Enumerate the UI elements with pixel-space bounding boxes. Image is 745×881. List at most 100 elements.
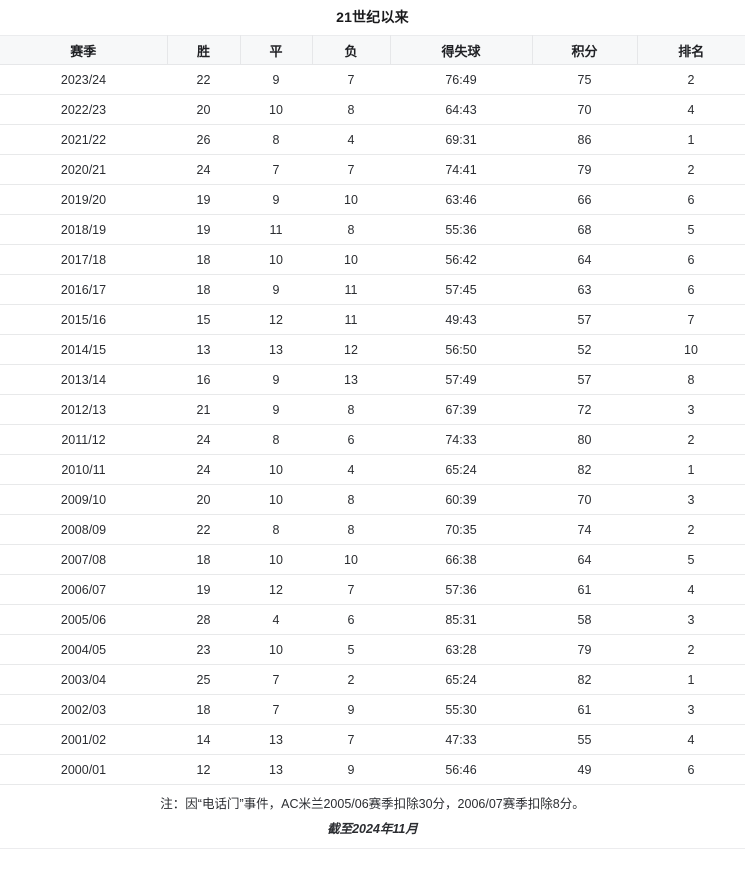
cell-win: 21 bbox=[167, 394, 240, 425]
cell-draw: 4 bbox=[240, 604, 312, 635]
cell-points: 70 bbox=[532, 484, 637, 515]
table-body: 2023/24 22 9 7 76:49 75 2 2022/23 20 10 8 64:43 70 4 2… bbox=[0, 64, 745, 785]
cell-win: 19 bbox=[167, 214, 240, 245]
table-row: 2020/21 24 7 7 74:41 79 2 bbox=[0, 154, 745, 185]
cell-loss: 8 bbox=[312, 514, 390, 545]
cell-goals: 70:35 bbox=[390, 514, 532, 545]
cell-goals: 56:46 bbox=[390, 754, 532, 785]
cell-season: 2018/19 bbox=[0, 214, 167, 245]
cell-season: 2006/07 bbox=[0, 574, 167, 605]
cell-loss: 10 bbox=[312, 184, 390, 215]
cell-points: 61 bbox=[532, 574, 637, 605]
cell-win: 23 bbox=[167, 634, 240, 665]
cell-points: 66 bbox=[532, 184, 637, 215]
cell-loss: 7 bbox=[312, 154, 390, 185]
cell-rank: 4 bbox=[637, 94, 745, 125]
cell-loss: 8 bbox=[312, 214, 390, 245]
cell-win: 28 bbox=[167, 604, 240, 635]
cell-rank: 4 bbox=[637, 574, 745, 605]
table-row: 2015/16 15 12 11 49:43 57 7 bbox=[0, 304, 745, 335]
cell-goals: 57:36 bbox=[390, 574, 532, 605]
cell-loss: 8 bbox=[312, 394, 390, 425]
cell-points: 68 bbox=[532, 214, 637, 245]
cell-win: 15 bbox=[167, 304, 240, 335]
cell-loss: 11 bbox=[312, 304, 390, 335]
cell-goals: 76:49 bbox=[390, 64, 532, 95]
table-row: 2001/02 14 13 7 47:33 55 4 bbox=[0, 724, 745, 755]
cell-goals: 69:31 bbox=[390, 124, 532, 155]
cell-goals: 56:42 bbox=[390, 244, 532, 275]
cell-season: 2012/13 bbox=[0, 394, 167, 425]
table-row: 2002/03 18 7 9 55:30 61 3 bbox=[0, 694, 745, 725]
cell-goals: 56:50 bbox=[390, 334, 532, 365]
cell-points: 57 bbox=[532, 304, 637, 335]
bottom-divider bbox=[0, 848, 745, 849]
cell-rank: 10 bbox=[637, 334, 745, 365]
cell-goals: 65:24 bbox=[390, 454, 532, 485]
cell-points: 49 bbox=[532, 754, 637, 785]
cell-season: 2016/17 bbox=[0, 274, 167, 305]
column-header-win: 胜 bbox=[167, 35, 241, 65]
cell-draw: 7 bbox=[240, 664, 312, 695]
cell-points: 74 bbox=[532, 514, 637, 545]
cell-season: 2019/20 bbox=[0, 184, 167, 215]
cell-season: 2023/24 bbox=[0, 64, 167, 95]
cell-loss: 7 bbox=[312, 724, 390, 755]
cell-loss: 8 bbox=[312, 94, 390, 125]
table-row: 2012/13 21 9 8 67:39 72 3 bbox=[0, 394, 745, 425]
cell-points: 72 bbox=[532, 394, 637, 425]
cell-draw: 8 bbox=[240, 124, 312, 155]
cell-win: 14 bbox=[167, 724, 240, 755]
cell-season: 2011/12 bbox=[0, 424, 167, 455]
cell-win: 24 bbox=[167, 424, 240, 455]
cell-loss: 13 bbox=[312, 364, 390, 395]
cell-win: 18 bbox=[167, 274, 240, 305]
cell-loss: 4 bbox=[312, 454, 390, 485]
page-title: 21世纪以来 bbox=[336, 9, 409, 25]
cell-draw: 10 bbox=[240, 484, 312, 515]
cell-season: 2021/22 bbox=[0, 124, 167, 155]
cell-draw: 12 bbox=[240, 574, 312, 605]
cell-win: 26 bbox=[167, 124, 240, 155]
cell-goals: 60:39 bbox=[390, 484, 532, 515]
cell-loss: 12 bbox=[312, 334, 390, 365]
cell-goals: 55:36 bbox=[390, 214, 532, 245]
cell-points: 79 bbox=[532, 634, 637, 665]
cell-win: 19 bbox=[167, 184, 240, 215]
cell-rank: 2 bbox=[637, 154, 745, 185]
cell-points: 61 bbox=[532, 694, 637, 725]
cell-points: 57 bbox=[532, 364, 637, 395]
cell-loss: 6 bbox=[312, 604, 390, 635]
cell-goals: 63:46 bbox=[390, 184, 532, 215]
cell-points: 52 bbox=[532, 334, 637, 365]
table-row: 2010/11 24 10 4 65:24 82 1 bbox=[0, 454, 745, 485]
cell-loss: 2 bbox=[312, 664, 390, 695]
table-row: 2014/15 13 13 12 56:50 52 10 bbox=[0, 334, 745, 365]
column-header-draw: 平 bbox=[240, 35, 313, 65]
cell-points: 63 bbox=[532, 274, 637, 305]
cell-draw: 11 bbox=[240, 214, 312, 245]
cell-rank: 2 bbox=[637, 64, 745, 95]
table-row: 2022/23 20 10 8 64:43 70 4 bbox=[0, 94, 745, 125]
cell-loss: 5 bbox=[312, 634, 390, 665]
cell-win: 22 bbox=[167, 64, 240, 95]
cell-season: 2015/16 bbox=[0, 304, 167, 335]
cell-goals: 74:41 bbox=[390, 154, 532, 185]
cell-goals: 85:31 bbox=[390, 604, 532, 635]
cell-points: 86 bbox=[532, 124, 637, 155]
cell-goals: 63:28 bbox=[390, 634, 532, 665]
cell-rank: 3 bbox=[637, 694, 745, 725]
cell-goals: 74:33 bbox=[390, 424, 532, 455]
cell-draw: 9 bbox=[240, 184, 312, 215]
table-row: 2011/12 24 8 6 74:33 80 2 bbox=[0, 424, 745, 455]
cell-season: 2008/09 bbox=[0, 514, 167, 545]
cell-draw: 13 bbox=[240, 724, 312, 755]
cell-goals: 49:43 bbox=[390, 304, 532, 335]
cell-loss: 10 bbox=[312, 544, 390, 575]
cell-loss: 10 bbox=[312, 244, 390, 275]
cell-rank: 3 bbox=[637, 394, 745, 425]
cell-win: 19 bbox=[167, 574, 240, 605]
cell-goals: 67:39 bbox=[390, 394, 532, 425]
cell-rank: 3 bbox=[637, 484, 745, 515]
cell-season: 2003/04 bbox=[0, 664, 167, 695]
